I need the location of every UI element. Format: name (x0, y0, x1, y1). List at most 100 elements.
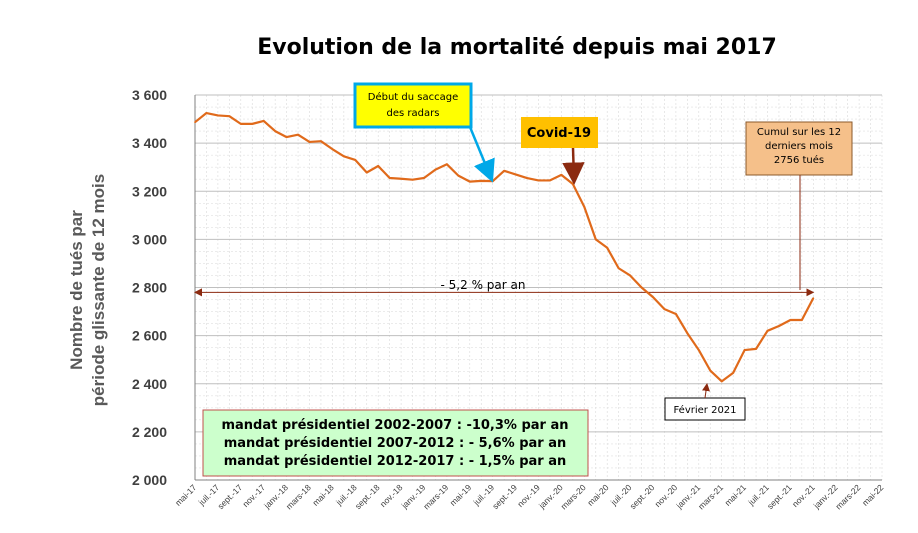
data-point (537, 179, 540, 182)
y-axis-label-line2: période glissante de 12 mois (89, 174, 108, 406)
data-point (766, 330, 769, 332)
data-point (503, 169, 505, 172)
data-point (709, 369, 712, 372)
data-point (343, 155, 345, 158)
data-point (572, 183, 574, 185)
x-tick-label: mai-19 (448, 482, 474, 508)
radar-arrow (468, 126, 495, 183)
covid-annotation-label: Covid-19 (527, 126, 591, 141)
y-tick-label: 2 400 (132, 376, 167, 392)
data-point (594, 238, 597, 241)
data-point (205, 112, 208, 114)
covid-annotation-box (521, 117, 598, 148)
x-tick-label: mai-21 (723, 482, 749, 508)
data-point (789, 319, 792, 321)
data-point (675, 313, 677, 315)
x-tick-label: mai-17 (173, 482, 199, 508)
x-tick-label: mai-18 (310, 482, 336, 508)
y-tick-label: 3 000 (132, 231, 167, 247)
covid-arrow (562, 147, 585, 185)
x-tick-label: mars-22 (833, 482, 862, 511)
radar-annotation-line1: Début du saccage (368, 91, 458, 103)
data-point (331, 148, 334, 150)
data-point (457, 174, 460, 177)
x-tick-label: mars-18 (284, 482, 313, 511)
data-point (698, 349, 700, 351)
data-point (549, 179, 551, 182)
y-tick-labels: 3 600 3 400 3 200 3 000 2 800 2 600 2 400 2 200… (132, 87, 167, 488)
data-point (606, 246, 608, 249)
data-point (194, 121, 196, 123)
mandat-box (202, 409, 589, 477)
mandat-line-3: mandat présidentiel 2012-2017 : - 1,5% p… (224, 454, 567, 469)
data-point (469, 180, 471, 183)
y-tick-label: 3 400 (132, 135, 167, 151)
data-point (354, 159, 357, 161)
data-point (778, 325, 780, 327)
x-tick-labels: mai-17juil.-17sept.-17nov.-17janv.-18mar… (173, 482, 886, 511)
y-tick-label: 2 200 (132, 424, 167, 440)
x-tick-label: sept.-18 (353, 482, 382, 511)
data-point (640, 286, 643, 289)
x-tick-label: mars-20 (559, 482, 588, 511)
data-point (617, 267, 620, 270)
x-tick-label: sept.-19 (490, 482, 519, 511)
data-point (583, 206, 586, 208)
x-tick-label: mai-20 (585, 482, 611, 508)
cumul-annotation-box (745, 121, 853, 176)
data-point (812, 297, 815, 299)
data-point (514, 173, 517, 176)
data-point (423, 177, 425, 179)
data-point (217, 114, 219, 117)
mandat-line-1: mandat présidentiel 2002-2007 : -10,3% p… (221, 418, 568, 433)
data-point (446, 163, 448, 166)
fevrier-arrow (702, 383, 710, 399)
series-group (194, 111, 815, 383)
y-axis-label-line1: Nombre de tués par (67, 210, 86, 370)
data-point (686, 332, 689, 335)
data-point (308, 141, 311, 143)
fevrier-annotation-label: Février 2021 (673, 404, 736, 416)
data-point (251, 123, 254, 125)
x-tick-label: mars-21 (696, 482, 725, 511)
data-point (411, 178, 414, 181)
data-point (629, 274, 631, 277)
data-point (801, 319, 803, 321)
cumul-annotation-line1: Cumul sur les 12 (757, 127, 841, 138)
mandat-line-2: mandat présidentiel 2007-2012 : - 5,6% p… (224, 436, 567, 451)
data-point (262, 120, 265, 122)
cumul-annotation-line3: 2756 tués (774, 154, 824, 166)
x-tick-label: mai-22 (860, 482, 886, 508)
chart-title: Evolution de la mortalité depuis mai 201… (257, 35, 777, 60)
data-point (732, 372, 734, 374)
data-point (388, 177, 391, 179)
x-tick-label: sept.-17 (215, 482, 244, 511)
data-point (400, 177, 402, 180)
cumul-annotation-line2: derniers mois (765, 141, 833, 152)
y-tick-label: 3 600 (132, 87, 167, 103)
data-point (274, 130, 276, 132)
data-point (377, 165, 380, 167)
radar-annotation-line2: des radars (387, 108, 440, 119)
data-point (365, 171, 368, 174)
data-point (480, 180, 483, 182)
y-tick-label: 2 600 (132, 328, 167, 344)
y-tick-label: 2 800 (132, 280, 167, 296)
data-point (240, 123, 242, 125)
data-point (228, 115, 231, 117)
data-point (652, 296, 654, 298)
radar-annotation-box (353, 82, 473, 129)
data-point (755, 348, 757, 350)
trend-label: - 5,2 % par an (441, 278, 526, 292)
data-point (297, 133, 299, 136)
y-tick-label: 2 000 (132, 472, 167, 488)
data-point (491, 180, 494, 182)
data-point (560, 174, 563, 176)
data-point (526, 177, 528, 179)
x-tick-label: mars-19 (421, 482, 450, 511)
data-point (320, 140, 322, 142)
data-point (434, 168, 437, 171)
data-point (720, 380, 723, 383)
data-point (743, 349, 746, 351)
